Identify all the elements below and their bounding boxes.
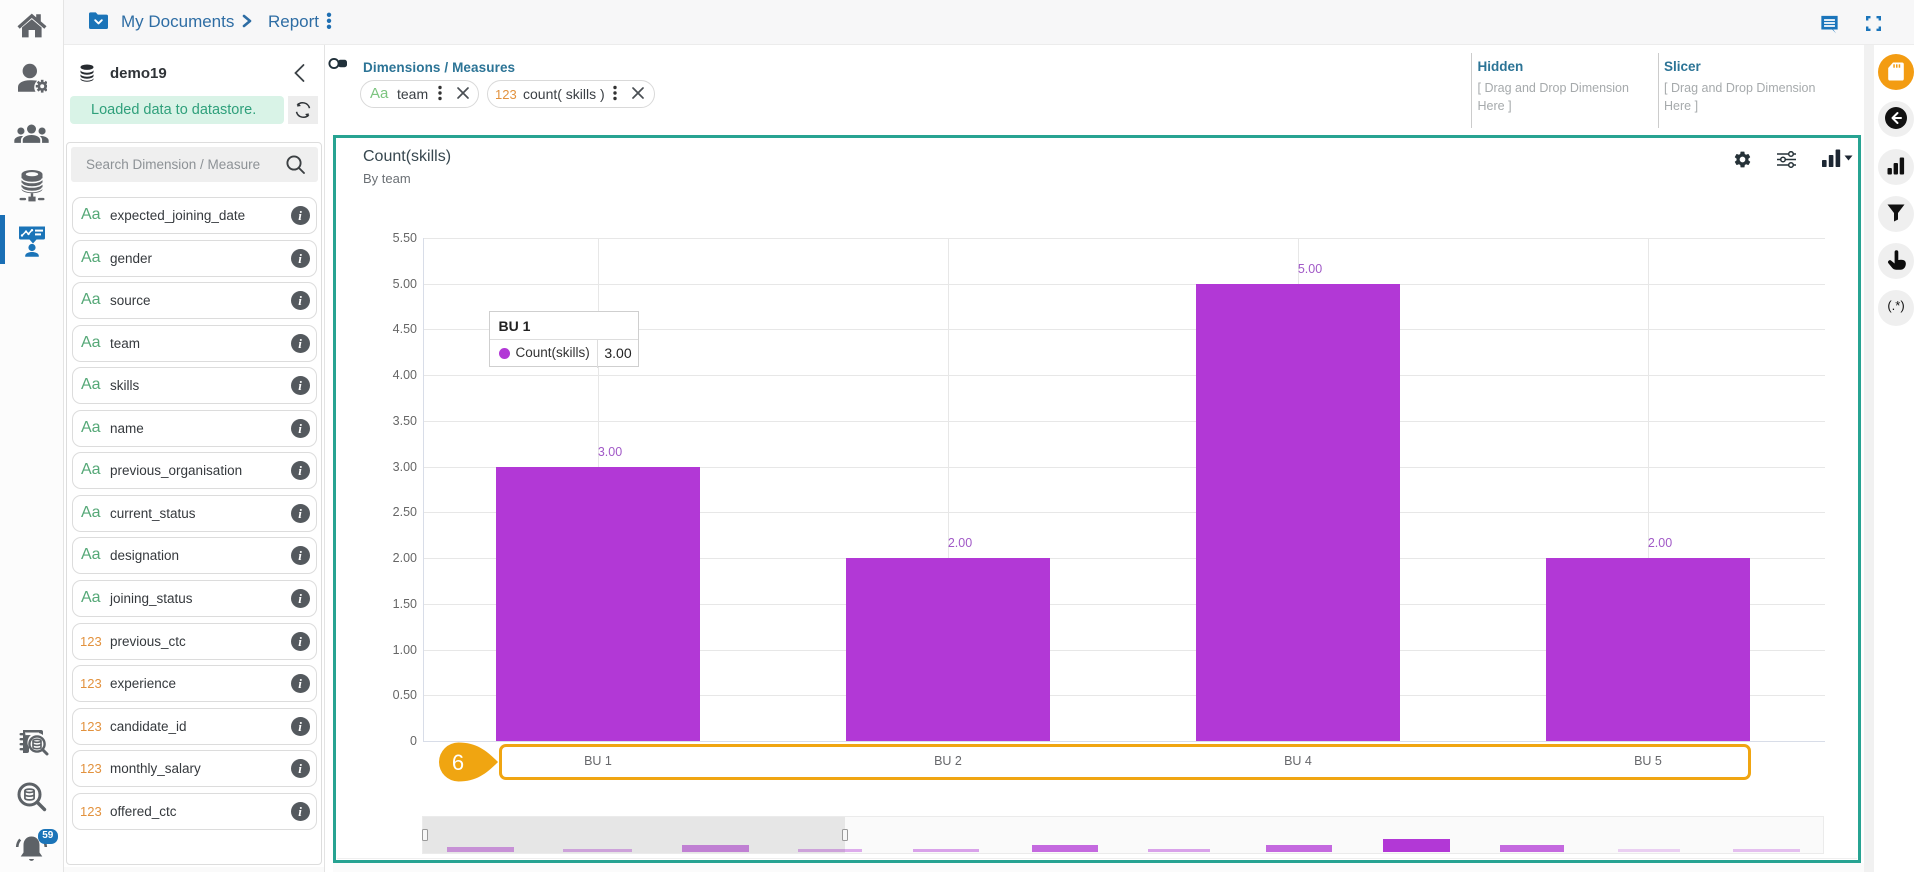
svg-text:6: 6 bbox=[452, 750, 464, 775]
